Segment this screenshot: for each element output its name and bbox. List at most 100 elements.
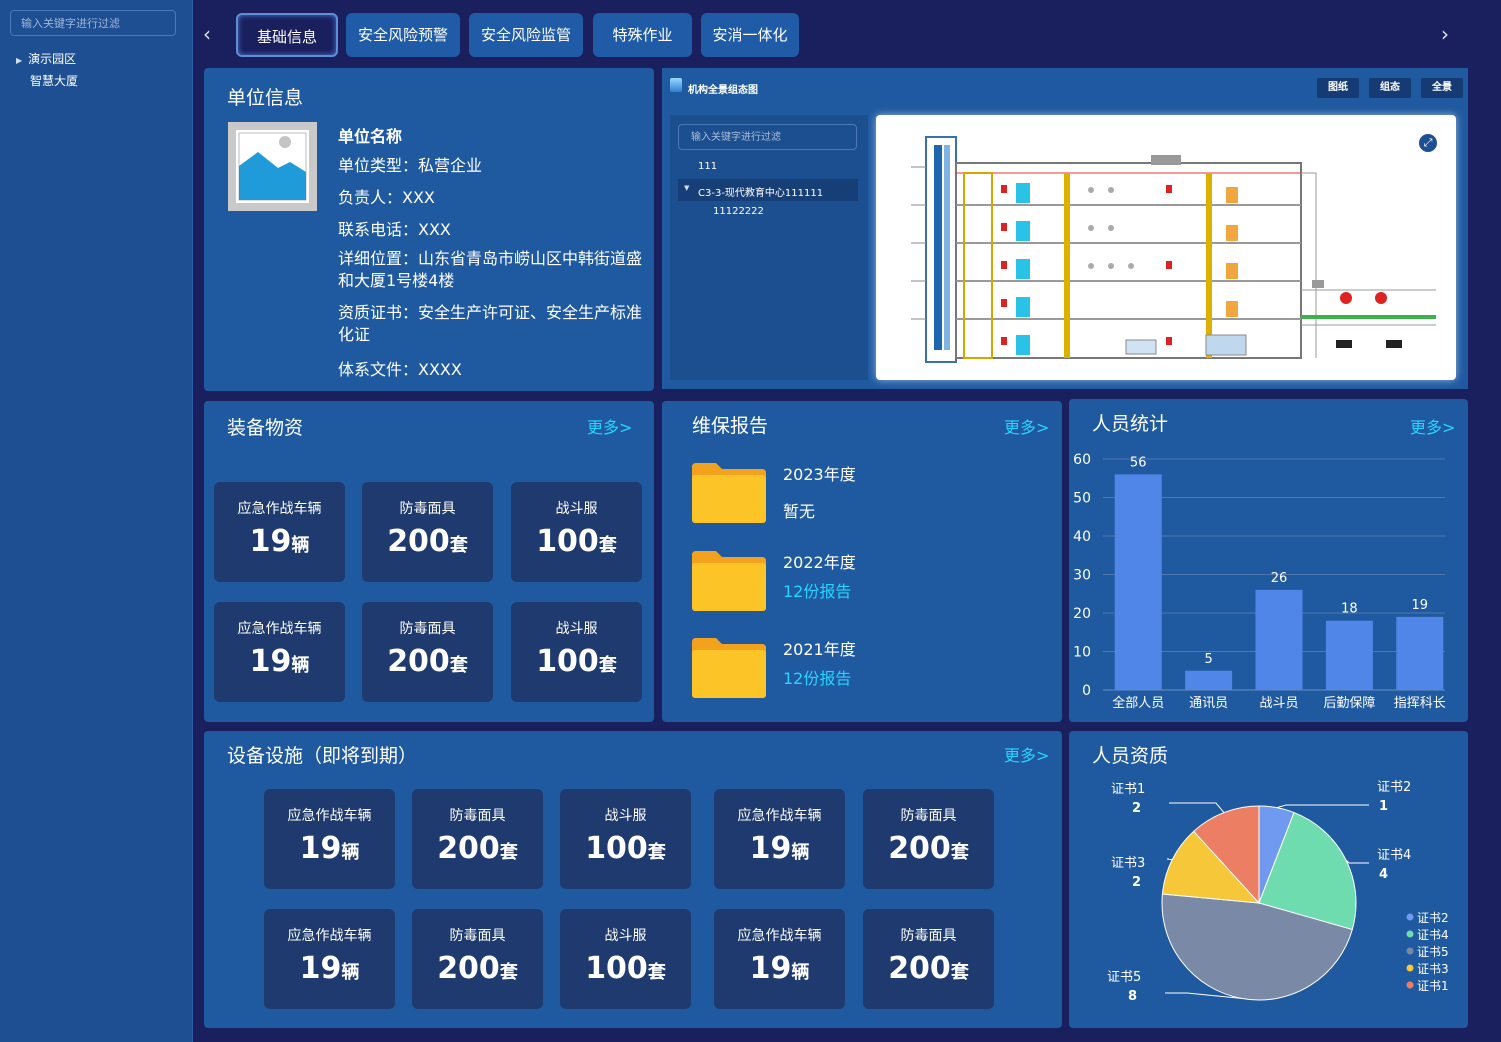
pie-slice [1161, 830, 1261, 904]
tab-risk-supervision[interactable]: 安全风险监管 [469, 13, 583, 57]
facilities-more-link[interactable]: 更多> [1004, 746, 1050, 765]
pie-leader-line [1165, 992, 1242, 999]
report-year: 2022年度 [783, 553, 856, 572]
facilities-panel: 设备设施（即将到期） 更多> 应急作战车辆 19辆 防毒面具 200套 战斗服 100套应… [204, 731, 1062, 1028]
org-tree-item[interactable]: 111 [698, 161, 718, 172]
stat-card-number: 100 [585, 951, 648, 986]
stat-card-unit: 辆 [291, 655, 310, 676]
stat-card[interactable]: 战斗服 100套 [560, 789, 691, 889]
report-status: 暂无 [783, 502, 816, 521]
pie-slice [1192, 805, 1260, 905]
y-tick-label: 50 [1073, 491, 1091, 507]
stat-card-number: 19 [249, 524, 292, 559]
tab-security-fire[interactable]: 安消一体化 [701, 13, 799, 57]
drawing-button[interactable]: 图纸 [1317, 78, 1359, 98]
pie-slice-value: 2 [1132, 801, 1141, 816]
stat-card[interactable]: 应急作战车辆 19辆 [214, 482, 345, 582]
stat-card-label: 防毒面具 [900, 808, 957, 824]
stat-card[interactable]: 防毒面具 200套 [412, 789, 543, 889]
bar-value-label: 5 [1204, 652, 1212, 667]
unit-image-icon [228, 122, 317, 211]
stat-card-label: 应急作战车辆 [237, 501, 322, 517]
stat-card[interactable]: 应急作战车辆 19辆 [214, 602, 345, 702]
org-map-title: 机构全景组态图 [688, 85, 758, 96]
stat-card-number: 200 [888, 831, 951, 866]
unit-type: 单位类型：私营企业 [338, 156, 483, 175]
building-floorplan-image [911, 136, 1436, 363]
stat-card-label: 防毒面具 [399, 621, 456, 637]
stat-card[interactable]: 战斗服 100套 [511, 482, 642, 582]
fullscreen-icon[interactable]: ⤢ [1417, 132, 1439, 154]
legend-dot [1406, 930, 1414, 938]
stat-card-value: 100套 [511, 644, 642, 679]
stat-card-value: 200套 [863, 951, 994, 986]
stat-card[interactable]: 应急作战车辆 19辆 [264, 909, 395, 1009]
personnel-more-link[interactable]: 更多> [1410, 418, 1456, 437]
unit-qualification: 资质证书：安全生产许可证、安全生产标准化证 [338, 303, 643, 344]
stat-card[interactable]: 防毒面具 200套 [863, 909, 994, 1009]
stat-card-unit: 辆 [791, 962, 810, 983]
tab-special-work[interactable]: 特殊作业 [593, 13, 692, 57]
stat-card[interactable]: 防毒面具 200套 [412, 909, 543, 1009]
pie-leader-line [1345, 859, 1369, 864]
stat-card-label: 防毒面具 [449, 928, 506, 944]
facilities-title: 设备设施（即将到期） [227, 745, 418, 767]
legend-label: 证书5 [1417, 945, 1449, 959]
stat-card-value: 100套 [560, 951, 691, 986]
report-status[interactable]: 12份报告 [783, 669, 852, 688]
stat-card-number: 100 [536, 644, 599, 679]
stat-card-value: 19辆 [214, 644, 345, 679]
stat-card[interactable]: 防毒面具 200套 [863, 789, 994, 889]
stat-card[interactable]: 防毒面具 200套 [362, 482, 493, 582]
bar-value-label: 56 [1130, 455, 1147, 470]
stat-card[interactable]: 战斗服 100套 [511, 602, 642, 702]
equipment-more-link[interactable]: 更多> [587, 418, 633, 437]
panorama-button[interactable]: 全景 [1421, 78, 1463, 98]
folder-icon[interactable] [692, 461, 766, 523]
org-tree-item-selected[interactable]: ▼ C3-3-现代教育中心111111 [678, 179, 858, 201]
stat-card-value: 200套 [362, 644, 493, 679]
y-tick-label: 30 [1073, 568, 1091, 584]
tab-next-arrow[interactable]: › [1441, 22, 1449, 46]
folder-icon[interactable] [692, 636, 766, 698]
configuration-button[interactable]: 组态 [1369, 78, 1411, 98]
stat-card-label: 战斗服 [604, 928, 647, 944]
stat-card[interactable]: 防毒面具 200套 [362, 602, 493, 702]
stat-card[interactable]: 应急作战车辆 19辆 [714, 789, 845, 889]
pie-slice-value: 2 [1132, 875, 1141, 890]
stat-card[interactable]: 应急作战车辆 19辆 [714, 909, 845, 1009]
bar-value-label: 26 [1271, 571, 1288, 586]
pie-slice-name: 证书2 [1377, 780, 1411, 795]
org-tree-item[interactable]: 11122222 [713, 206, 764, 217]
stat-card-number: 19 [749, 951, 792, 986]
caret-down-icon[interactable]: ▼ [684, 184, 690, 192]
stat-card-value: 200套 [863, 831, 994, 866]
report-status[interactable]: 12份报告 [783, 582, 852, 601]
org-map-panel: 机构全景组态图 图纸 组态 全景 输入关键字进行过滤 111 ▼ C3-3-现代… [662, 68, 1468, 389]
stat-card-value: 19辆 [214, 524, 345, 559]
org-tree-item-label: C3-3-现代教育中心111111 [698, 188, 824, 199]
stat-card-unit: 套 [499, 962, 518, 983]
tab-risk-warning[interactable]: 安全风险预警 [346, 13, 460, 57]
stat-card[interactable]: 战斗服 100套 [560, 909, 691, 1009]
tab-basic-info[interactable]: 基础信息 [236, 13, 338, 57]
y-tick-label: 10 [1073, 645, 1091, 661]
caret-right-icon[interactable]: ▶ [16, 56, 23, 65]
stat-card-value: 100套 [560, 831, 691, 866]
sidebar-filter-input[interactable]: 输入关键字进行过滤 [10, 10, 176, 36]
tab-prev-arrow[interactable]: ‹ [203, 22, 211, 46]
legend-label: 证书1 [1417, 979, 1449, 993]
tree-item-demo-park[interactable]: ▶ 演示园区 [16, 50, 76, 67]
legend-dot [1406, 981, 1414, 989]
personnel-bar-chart: 0 10 20 30 40 50 60 56 全部人员 5 通讯员 26 战斗员 18 后勤保障 19 指挥科长 [1073, 452, 1446, 711]
stat-card-unit: 套 [950, 842, 969, 863]
tree-item-smart-building[interactable]: 智慧大厦 [30, 72, 78, 89]
folder-icon[interactable] [692, 549, 766, 611]
pie-slice-name: 证书5 [1107, 970, 1141, 985]
maintenance-more-link[interactable]: 更多> [1004, 418, 1050, 437]
org-tree-filter-input[interactable]: 输入关键字进行过滤 [678, 124, 857, 150]
y-tick-label: 60 [1073, 452, 1091, 468]
stat-card[interactable]: 应急作战车辆 19辆 [264, 789, 395, 889]
stat-card-unit: 辆 [341, 962, 360, 983]
stat-card-label: 防毒面具 [900, 928, 957, 944]
